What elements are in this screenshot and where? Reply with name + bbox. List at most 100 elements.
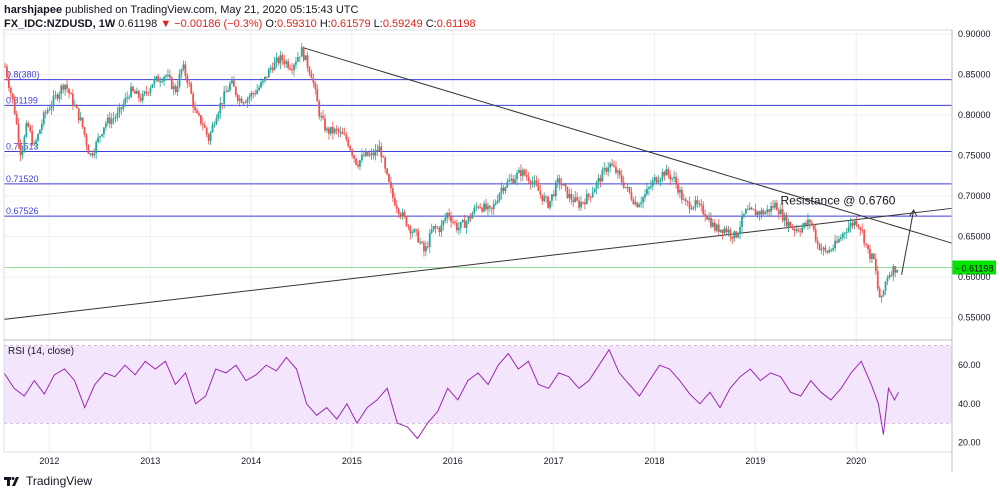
candle-body: [465, 221, 468, 228]
candle-body: [894, 266, 897, 273]
author-name[interactable]: harshjapee: [4, 4, 63, 16]
candle-body: [723, 228, 726, 234]
candle-body: [475, 206, 478, 208]
candle-body: [168, 74, 171, 78]
candle-body: [496, 200, 499, 203]
candle-body: [341, 131, 344, 135]
candle-body: [663, 171, 666, 176]
candle-body: [589, 196, 592, 198]
candle-body: [764, 212, 767, 215]
symbol-label[interactable]: FX_IDC:NZDUSD, 1W: [4, 18, 116, 30]
candle-body: [452, 221, 454, 223]
candle-body: [733, 231, 736, 239]
candle-body: [35, 140, 37, 144]
high-label: H:: [319, 18, 331, 30]
candle-body: [254, 93, 257, 95]
candle-body: [869, 249, 871, 259]
candle-body: [867, 244, 869, 250]
candle-body: [15, 113, 18, 125]
candle-body: [229, 83, 231, 91]
close-label: C:: [425, 18, 437, 30]
candle-body: [500, 187, 503, 194]
candle-body: [324, 118, 326, 131]
candle-body: [463, 220, 466, 228]
candle-body: [572, 199, 575, 203]
candle-body: [42, 112, 45, 124]
candle-body: [37, 134, 39, 141]
candle-body: [56, 94, 59, 99]
candle-body: [308, 67, 311, 74]
candle-body: [616, 170, 619, 173]
candle-body: [847, 227, 850, 232]
candle-body: [260, 82, 262, 88]
footer-brand[interactable]: TradingView: [4, 472, 92, 490]
candle-body: [386, 168, 388, 175]
candle-body: [832, 248, 835, 250]
candle-body: [779, 209, 782, 215]
candle-body: [25, 123, 28, 137]
candle-body: [289, 67, 292, 70]
candle-body: [657, 181, 660, 183]
candle-body: [93, 153, 96, 156]
candle-body: [399, 213, 402, 217]
candle-body: [642, 197, 644, 203]
x-tick-label: 2012: [39, 456, 59, 466]
candle-body: [603, 168, 606, 170]
candle-body: [304, 55, 307, 61]
x-tick-label: 2020: [846, 456, 866, 466]
candle-body: [130, 86, 132, 98]
candle-body: [702, 205, 705, 215]
candle-body: [232, 80, 235, 87]
candle-body: [605, 168, 608, 172]
candle-body: [556, 178, 559, 183]
candle-body: [106, 117, 109, 124]
candle-body: [188, 83, 191, 85]
candle-body: [644, 194, 646, 198]
candle-body: [673, 176, 676, 179]
candle-body: [114, 117, 117, 119]
candle-body: [372, 152, 375, 156]
candle-body: [760, 210, 763, 215]
candle-body: [498, 193, 501, 201]
candle-body: [545, 196, 548, 198]
candle-body: [219, 103, 222, 114]
candle-body: [221, 103, 224, 105]
candle-body: [201, 123, 204, 126]
candlesticks: [4, 42, 899, 303]
candle-body: [116, 112, 119, 118]
candle-body: [172, 85, 175, 89]
candle-body: [541, 194, 544, 202]
candle-body: [306, 55, 309, 68]
y-tick-label: 0.70000: [958, 191, 991, 201]
candle-body: [892, 266, 895, 276]
candle-body: [671, 178, 674, 180]
candle-body: [725, 228, 728, 233]
candle-body: [529, 181, 532, 184]
candle-body: [240, 98, 243, 103]
candle-body: [327, 128, 330, 134]
annotation: Resistance @ 0.6760: [781, 193, 918, 275]
candle-body: [748, 207, 751, 210]
candle-body: [615, 166, 617, 173]
candle-body: [203, 125, 206, 128]
candle-body: [490, 207, 493, 209]
candle-body: [739, 227, 741, 233]
candle-body: [184, 64, 187, 76]
candle-body: [83, 127, 86, 135]
candle-body: [752, 209, 755, 211]
candle-body: [774, 202, 776, 208]
annotation-arrow: [901, 209, 915, 275]
candle-body: [624, 187, 627, 189]
candle-body: [861, 229, 864, 231]
candle-body: [198, 113, 200, 116]
candle-body: [446, 212, 449, 219]
candle-body: [376, 149, 379, 152]
candle-body: [799, 231, 802, 233]
last-price: 0.61198: [118, 18, 158, 30]
candle-body: [236, 94, 239, 101]
candle-body: [653, 177, 656, 181]
close-value: 0.61198: [436, 18, 476, 30]
rsi-title: RSI (14, close): [8, 346, 74, 357]
candle-body: [717, 224, 720, 232]
candle-body: [248, 96, 251, 99]
